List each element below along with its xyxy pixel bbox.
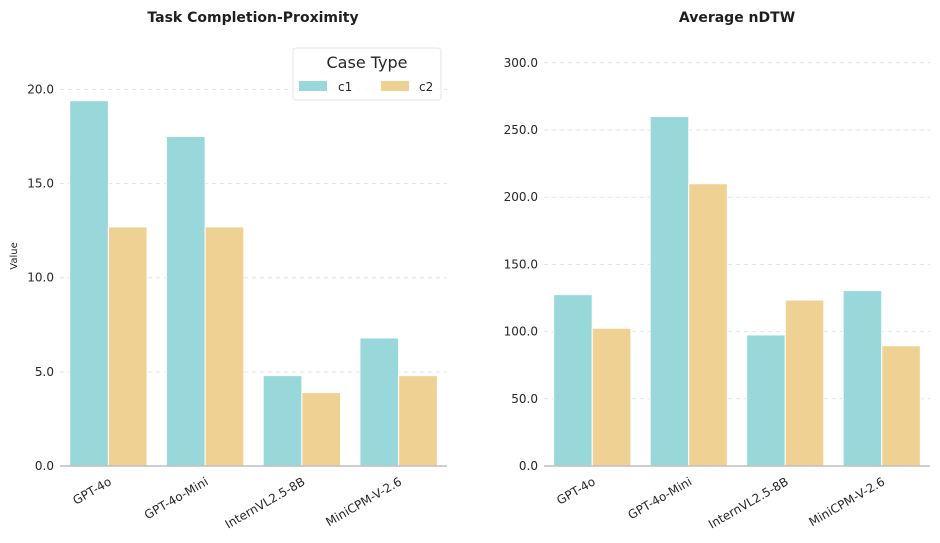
legend-swatch-c1 <box>299 81 327 91</box>
legend-swatch-c2 <box>381 81 409 91</box>
y-tick-label: 15.0 <box>27 177 54 191</box>
y-tick-label: 0.0 <box>519 459 538 473</box>
y-tick-label: 300.0 <box>504 56 538 70</box>
bar-c1 <box>69 100 109 467</box>
x-tick-label: GPT-4o <box>70 474 113 507</box>
bar-c2 <box>784 299 825 467</box>
legend: Case Type c1 c2 <box>292 47 442 101</box>
legend-title: Case Type <box>327 53 408 72</box>
y-tick-label: 50.0 <box>511 392 538 406</box>
x-tick-label: InternVL2.5-8B <box>223 474 308 531</box>
bar-c1 <box>649 116 690 467</box>
legend-label-c1: c1 <box>338 80 352 94</box>
bar-c1 <box>359 337 400 467</box>
y-tick-label: 250.0 <box>504 123 538 137</box>
x-tick-label: GPT-4o <box>554 474 597 507</box>
chart-title: Task Completion-Proximity <box>147 10 358 26</box>
bar-c1 <box>842 290 883 467</box>
y-tick-label: 0.0 <box>35 459 54 473</box>
y-tick-label: 100.0 <box>504 325 538 339</box>
bar-c2 <box>204 226 245 467</box>
bar-c2 <box>591 327 632 467</box>
y-tick-label: 5.0 <box>35 365 54 379</box>
bar-c1 <box>262 375 303 467</box>
y-tick-label: 10.0 <box>27 271 54 285</box>
bar-c2 <box>881 345 921 467</box>
x-tick-label: GPT-4o-Mini <box>626 474 695 522</box>
x-tick-label: MiniCPM-V-2.6 <box>323 474 404 529</box>
legend-label-c2: c2 <box>419 80 433 94</box>
y-axis-label: Value <box>9 242 20 269</box>
x-tick-label: MiniCPM-V-2.6 <box>807 474 888 529</box>
bar-c2 <box>107 226 148 467</box>
x-tick-label: GPT-4o-Mini <box>142 474 211 522</box>
x-tick-label: InternVL2.5-8B <box>706 474 791 531</box>
bar-c2 <box>301 392 342 467</box>
y-tick-label: 150.0 <box>504 257 538 271</box>
chart-task-completion-proximity: Task Completion-Proximity Value 0.0 5.0 10… <box>9 10 447 531</box>
y-tick-label: 200.0 <box>504 190 538 204</box>
bar-c2 <box>688 183 728 467</box>
bar-c2 <box>398 375 438 467</box>
y-tick-label: 20.0 <box>27 82 54 96</box>
chart-average-ndtw: Average nDTW 0.0 50.0 100.0 150.0 200.0 250.0… <box>504 10 930 531</box>
bar-c1 <box>746 334 786 467</box>
bar-c1 <box>553 294 593 467</box>
chart-title: Average nDTW <box>679 10 795 26</box>
bar-c1 <box>165 135 206 467</box>
